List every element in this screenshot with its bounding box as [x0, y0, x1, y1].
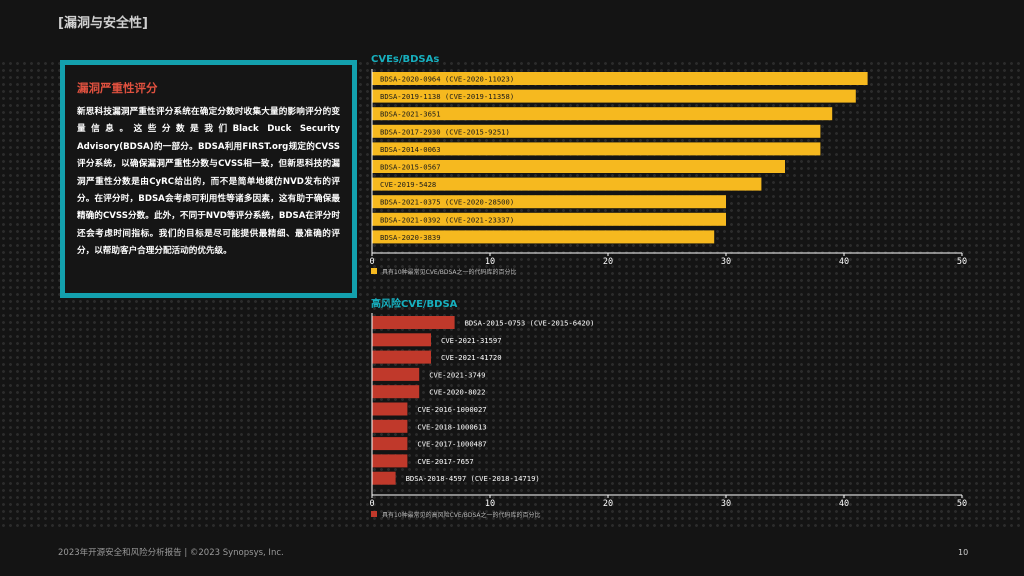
info-box-title: 漏洞严重性评分	[77, 81, 158, 95]
chart1-bar	[372, 160, 785, 173]
chart1-bar-label: BDSA-2021-0392 (CVE-2021-23337)	[380, 215, 514, 224]
chart1-legend-label: 具有10种最常见CVE/BDSA之一的代码库的百分比	[382, 268, 517, 276]
chart2-bar	[372, 350, 431, 364]
chart2-x-tick-label: 20	[603, 499, 613, 509]
chart2-x-tick-label: 40	[839, 499, 849, 509]
chart2-bar	[372, 402, 408, 416]
chart1-bar	[372, 89, 856, 103]
chart1-x-tick-label: 10	[485, 257, 495, 267]
chart1-bar-label: CVE-2019-5428	[380, 180, 436, 189]
chart1-x-tick-label: 30	[721, 257, 731, 267]
chart1-x-tick-label: 40	[839, 257, 849, 267]
chart1-bar	[372, 107, 833, 121]
chart2-x-tick-label: 30	[721, 499, 731, 509]
chart2-bar	[372, 437, 408, 451]
chart2-bar	[372, 385, 420, 399]
chart1-bar	[372, 177, 762, 191]
chart1-bar	[372, 142, 821, 156]
chart2-x-tick-label: 50	[957, 499, 967, 509]
chart1-bar-label: BDSA-2021-0375 (CVE-2020-28500)	[380, 198, 514, 207]
footer-text: 2023年开源安全和风险分析报告 | ©2023 Synopsys, Inc.	[58, 548, 284, 558]
chart1-legend-swatch	[371, 268, 377, 274]
info-box: 漏洞严重性评分 新思科技漏洞严重性评分系统在确定分数时收集大量的影响评分的变量信…	[60, 60, 357, 298]
chart1-bar-label: BDSA-2020-0964 (CVE-2020-11023)	[380, 75, 514, 84]
chart1-x-tick-label: 0	[369, 257, 374, 267]
chart2-bar	[372, 454, 408, 468]
chart1-title: CVEs/BDSAs	[371, 54, 440, 65]
chart2-legend-label: 具有10种最常见的高风险CVE/BDSA之一的代码库的百分比	[382, 511, 541, 519]
chart1-bar	[372, 230, 715, 244]
chart1-bar-label: BDSA-2017-2930 (CVE-2015-9251)	[380, 127, 510, 136]
chart2-bar-label: CVE-2020-8022	[429, 388, 485, 397]
chart2-bar-label: BDSA-2015-0753 (CVE-2015-6420)	[465, 319, 595, 328]
chart2-x-tick-label: 10	[485, 499, 495, 509]
chart2-bar-label: CVE-2016-1000027	[417, 405, 486, 414]
page-header: [漏洞与安全性]	[58, 16, 148, 31]
chart1-bar	[372, 195, 726, 209]
chart2-bar-label: CVE-2017-7657	[417, 457, 473, 466]
chart2-bar	[372, 316, 455, 329]
chart1-bar-label: BDSA-2020-3839	[380, 233, 441, 242]
chart2-bar-label: CVE-2017-1000487	[417, 440, 486, 449]
chart2-bar-label: CVE-2021-31597	[441, 336, 502, 345]
chart1-x-tick-label: 20	[603, 257, 613, 267]
chart1-bar-label: BDSA-2019-1138 (CVE-2019-11358)	[380, 92, 514, 101]
chart1-bar-label: BDSA-2015-0567	[380, 163, 441, 172]
info-box-body: 新思科技漏洞严重性评分系统在确定分数时收集大量的影响评分的变量信息。这些分数是我…	[77, 107, 340, 257]
chart1-x-tick-label: 50	[957, 257, 967, 267]
chart2-bar	[372, 419, 408, 433]
chart2-bar-label: BDSA-2018-4597 (CVE-2018-14719)	[406, 474, 540, 483]
chart2-bar-label: CVE-2018-1000613	[417, 422, 486, 431]
chart1-bar-label: BDSA-2014-0063	[380, 145, 441, 154]
chart1-bar	[372, 124, 821, 138]
chart2-bar	[372, 367, 420, 381]
chart2-legend-swatch	[371, 511, 377, 517]
chart2-x-tick-label: 0	[369, 499, 374, 509]
chart2-bar-label: CVE-2021-3749	[429, 370, 485, 379]
chart2-bar	[372, 333, 431, 347]
chart2-bar	[372, 471, 396, 485]
chart1-bar	[372, 212, 726, 226]
chart1-bar-label: BDSA-2021-3651	[380, 110, 441, 119]
chart1-bar	[372, 72, 868, 85]
chart2-bar-label: CVE-2021-41720	[441, 353, 502, 362]
page-number: 10	[958, 548, 969, 557]
chart2-title: 高风险CVE/BDSA	[371, 299, 458, 310]
